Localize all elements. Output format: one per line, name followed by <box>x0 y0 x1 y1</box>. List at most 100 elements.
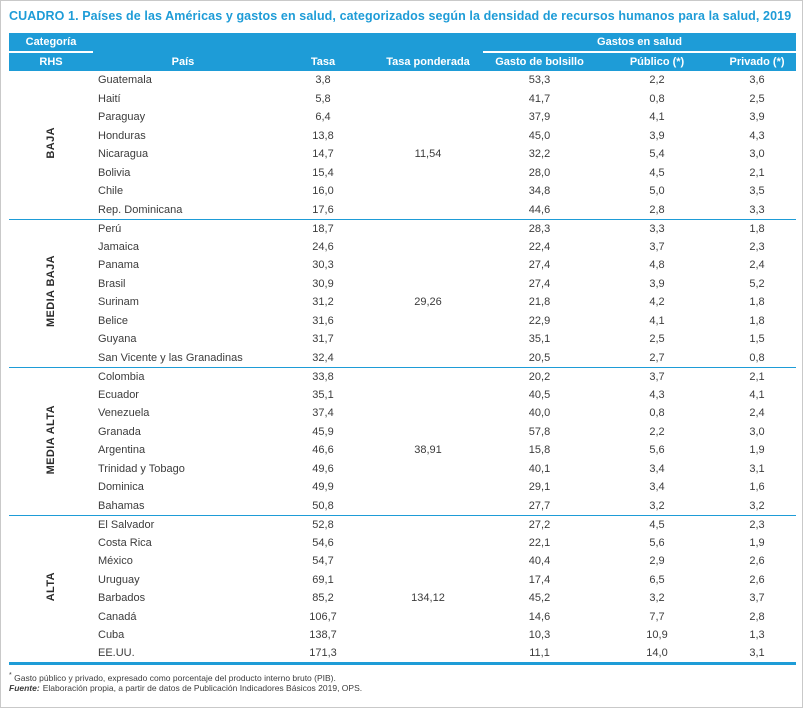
category-group: MEDIA BAJA Perú 18,7 28,3 3,3 1,8 Jamaica 24,6 2… <box>9 219 797 367</box>
category-group: ALTA El Salvador 52,8 27,2 4,5 2,3 Costa Rica 5… <box>9 515 797 663</box>
cell-publico: 3,2 <box>649 499 665 512</box>
table-row: Barbados 85,2 134,12 45,2 3,2 3,7 <box>9 589 796 608</box>
cell-ponderada <box>373 552 483 571</box>
cell-publico: 3,7 <box>649 240 665 253</box>
table-row: Rep. Dominicana 17,6 44,6 2,8 3,3 <box>9 201 796 220</box>
cell-bolsillo: 15,8 <box>528 444 551 457</box>
cell-ponderada <box>373 515 483 534</box>
fuente-text: Elaboración propia, a partir de datos de… <box>42 683 363 694</box>
cell-tasa: 5,8 <box>315 92 331 105</box>
header-tasa: Tasa <box>273 52 373 71</box>
cell-tasa: 35,1 <box>312 388 334 401</box>
footnotes: * Gasto público y privado, expresado com… <box>9 670 794 695</box>
cell-pais: Haití <box>98 92 121 105</box>
cell-bolsillo: 14,6 <box>528 610 551 623</box>
cell-publico: 2,7 <box>649 351 665 364</box>
cell-publico: 0,8 <box>649 407 665 420</box>
cell-tasa: 138,7 <box>309 629 337 642</box>
table-row: Paraguay 6,4 37,9 4,1 3,9 <box>9 108 796 127</box>
cell-tasa: 171,3 <box>309 647 337 659</box>
category-label: MEDIA BAJA <box>9 219 93 367</box>
category-label-text: BAJA <box>45 127 57 160</box>
category-label-text: MEDIA ALTA <box>45 404 57 475</box>
cell-ponderada <box>373 108 483 127</box>
cell-publico: 4,5 <box>649 166 665 179</box>
cell-tasa: 31,6 <box>312 314 334 327</box>
table-title: CUADRO 1. Países de las Américas y gasto… <box>9 9 792 23</box>
cell-publico: 3,4 <box>649 481 665 494</box>
cell-bolsillo: 34,8 <box>528 185 551 198</box>
cell-bolsillo: 29,1 <box>528 481 551 494</box>
cell-pais: Canadá <box>98 610 137 623</box>
cell-privado: 5,2 <box>749 277 765 290</box>
cell-bolsillo: 32,2 <box>528 148 551 161</box>
cell-ponderada <box>373 460 483 479</box>
header-publico: Público (*) <box>596 52 719 71</box>
cell-tasa: 32,4 <box>312 351 334 364</box>
cell-tasa: 30,3 <box>312 259 334 272</box>
table-row: Haití 5,8 41,7 0,8 2,5 <box>9 90 796 109</box>
cell-pais: Honduras <box>98 129 146 142</box>
cell-tasa: 31,2 <box>312 296 334 309</box>
cell-pais: EE.UU. <box>98 647 135 659</box>
cell-tasa: 85,2 <box>312 592 334 605</box>
table-header: Categoría Gastos en salud RHS País Tasa … <box>9 33 797 71</box>
cell-publico: 2,2 <box>649 425 665 438</box>
category-group: MEDIA ALTA Colombia 33,8 20,2 3,7 2,1 Ecuador 3… <box>9 367 797 515</box>
cell-pais: Jamaica <box>98 240 139 253</box>
category-label: MEDIA ALTA <box>9 367 93 515</box>
cell-publico: 5,6 <box>649 536 665 549</box>
cell-privado: 3,1 <box>749 462 765 475</box>
cell-bolsillo: 27,4 <box>528 277 551 290</box>
cell-bolsillo: 45,0 <box>528 129 551 142</box>
table-row: Surinam 31,2 29,26 21,8 4,2 1,8 <box>9 293 796 312</box>
cell-bolsillo: 40,5 <box>528 388 551 401</box>
cell-privado: 3,2 <box>749 499 765 512</box>
cell-bolsillo: 11,1 <box>529 647 550 659</box>
cell-ponderada <box>373 312 483 331</box>
cell-ponderada: 29,26 <box>414 296 442 309</box>
cell-bolsillo: 20,5 <box>528 351 551 364</box>
footnote-marker: * <box>9 671 12 679</box>
cell-pais: Bolivia <box>98 166 131 179</box>
table-row: Panama 30,3 27,4 4,8 2,4 <box>9 256 796 275</box>
cell-pais: Guyana <box>98 333 137 346</box>
cell-bolsillo: 10,3 <box>528 629 551 642</box>
header-spacer <box>93 33 484 52</box>
table-row: Belice 31,6 22,9 4,1 1,8 <box>9 312 796 331</box>
cell-privado: 2,6 <box>749 573 765 586</box>
cell-ponderada <box>373 330 483 349</box>
cell-ponderada <box>373 404 483 423</box>
cell-privado: 0,8 <box>749 351 765 364</box>
cell-publico: 4,3 <box>649 388 665 401</box>
table-row: MEDIA BAJA Perú 18,7 28,3 3,3 1,8 <box>9 219 796 328</box>
cell-tasa: 45,9 <box>312 425 334 438</box>
cell-publico: 4,1 <box>649 314 665 327</box>
cell-ponderada <box>373 386 483 405</box>
cell-bolsillo: 45,2 <box>528 592 551 605</box>
cell-privado: 2,6 <box>749 555 765 568</box>
cell-pais: Uruguay <box>98 573 140 586</box>
cell-publico: 4,1 <box>649 111 665 124</box>
cell-pais: Belice <box>98 314 128 327</box>
cell-pais: Nicaragua <box>98 148 149 161</box>
header-categoria: Categoría <box>9 33 93 53</box>
header-pais: País <box>93 52 273 71</box>
cell-tasa: 106,7 <box>309 610 337 623</box>
cell-privado: 3,7 <box>749 592 765 605</box>
cell-ponderada: 134,12 <box>411 592 445 605</box>
category-label: ALTA <box>9 515 93 663</box>
cell-ponderada <box>373 127 483 146</box>
cell-bolsillo: 37,9 <box>528 111 551 124</box>
cell-pais: Venezuela <box>98 407 150 420</box>
cell-tasa: 46,6 <box>312 444 334 457</box>
cell-ponderada <box>373 275 483 294</box>
table-row: Trinidad y Tobago 49,6 40,1 3,4 3,1 <box>9 460 796 479</box>
cell-tasa: 31,7 <box>312 333 334 346</box>
footnote-fuente: Fuente: Elaboración propia, a partir de d… <box>9 683 794 694</box>
cell-ponderada: 11,54 <box>414 148 442 161</box>
cell-pais: Perú <box>98 222 122 235</box>
cell-publico: 4,5 <box>649 518 665 531</box>
cell-privado: 4,3 <box>749 129 765 142</box>
header-tasa-ponderada: Tasa ponderada <box>373 52 484 71</box>
